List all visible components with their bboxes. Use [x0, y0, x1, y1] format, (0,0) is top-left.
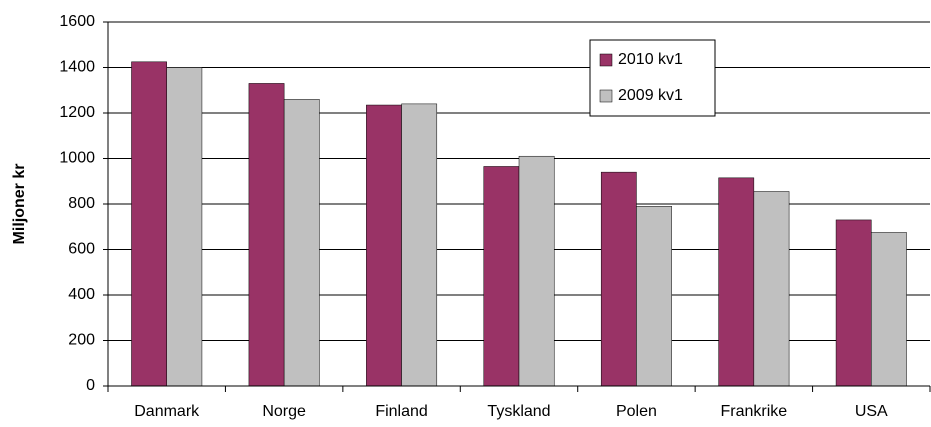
legend-label: 2010 kv1 [618, 51, 683, 68]
x-tick-label: Norge [262, 403, 306, 420]
y-axis-label: Miljoner kr [11, 164, 28, 245]
legend-box [589, 39, 716, 117]
bar [600, 171, 637, 387]
x-tick-label: Danmark [134, 403, 200, 420]
bar [835, 219, 872, 387]
bar [483, 166, 520, 387]
bar [283, 99, 320, 387]
x-tick-label: Polen [616, 403, 657, 420]
x-tick-label: USA [855, 403, 888, 420]
y-tick-label: 200 [68, 332, 95, 349]
y-tick-label: 800 [68, 195, 95, 212]
bar [871, 232, 907, 387]
bar [166, 67, 203, 387]
bar [131, 61, 167, 387]
bar [366, 104, 402, 387]
x-tick-label: Finland [375, 403, 427, 420]
legend-swatch [599, 53, 613, 67]
bar [518, 155, 555, 387]
y-tick-label: 400 [68, 286, 95, 303]
x-tick-label: Frankrike [721, 403, 788, 420]
legend-label: 2009 kv1 [618, 87, 683, 104]
bar [636, 206, 672, 387]
y-tick-label: 1000 [59, 150, 95, 167]
y-tick-label: 0 [86, 377, 95, 394]
bar [401, 103, 438, 387]
y-tick-label: 1200 [59, 104, 95, 121]
y-tick-label: 1600 [59, 13, 95, 30]
legend-swatch [599, 89, 613, 103]
x-tick-label: Tyskland [487, 403, 550, 420]
y-tick-label: 600 [68, 241, 95, 258]
bar [718, 177, 755, 387]
bar [248, 83, 285, 387]
bar [753, 191, 790, 387]
y-tick-label: 1400 [59, 59, 95, 76]
